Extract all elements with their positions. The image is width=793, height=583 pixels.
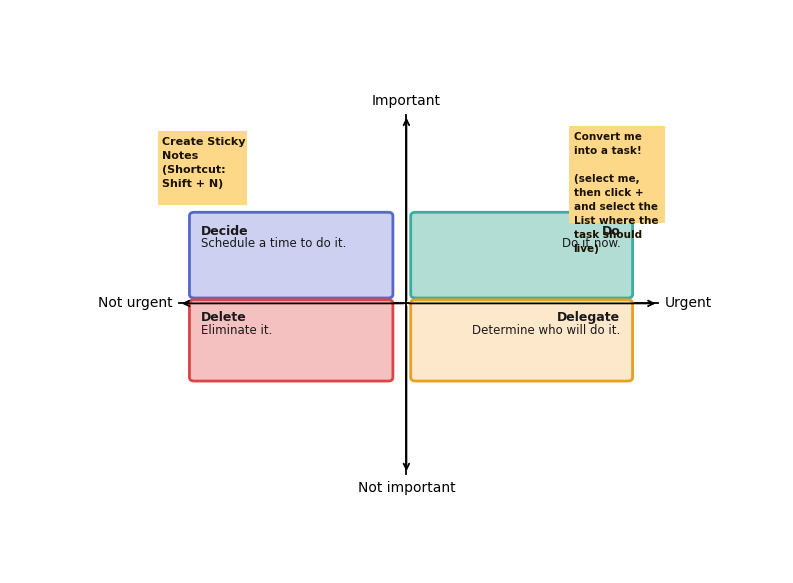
Text: Eliminate it.: Eliminate it. [201, 324, 272, 336]
Text: Delegate: Delegate [557, 311, 620, 325]
Text: Not urgent: Not urgent [98, 296, 173, 310]
Text: Create Sticky
Notes
(Shortcut:
Shift + N): Create Sticky Notes (Shortcut: Shift + N… [163, 138, 246, 189]
Text: Delete: Delete [201, 311, 247, 325]
FancyBboxPatch shape [569, 126, 665, 223]
Text: Convert me
into a task!

(select me,
then click +
and select the
List where the
: Convert me into a task! (select me, then… [573, 132, 658, 254]
Text: Do: Do [602, 225, 620, 238]
Text: Urgent: Urgent [665, 296, 712, 310]
Text: Decide: Decide [201, 225, 248, 238]
FancyBboxPatch shape [411, 300, 633, 381]
Text: Do it now.: Do it now. [561, 237, 620, 250]
FancyBboxPatch shape [158, 131, 247, 205]
FancyBboxPatch shape [411, 212, 633, 298]
Text: Important: Important [372, 94, 441, 108]
FancyBboxPatch shape [190, 212, 393, 298]
FancyBboxPatch shape [190, 300, 393, 381]
Text: Schedule a time to do it.: Schedule a time to do it. [201, 237, 346, 250]
Text: Not important: Not important [358, 481, 455, 495]
Text: Determine who will do it.: Determine who will do it. [472, 324, 620, 336]
